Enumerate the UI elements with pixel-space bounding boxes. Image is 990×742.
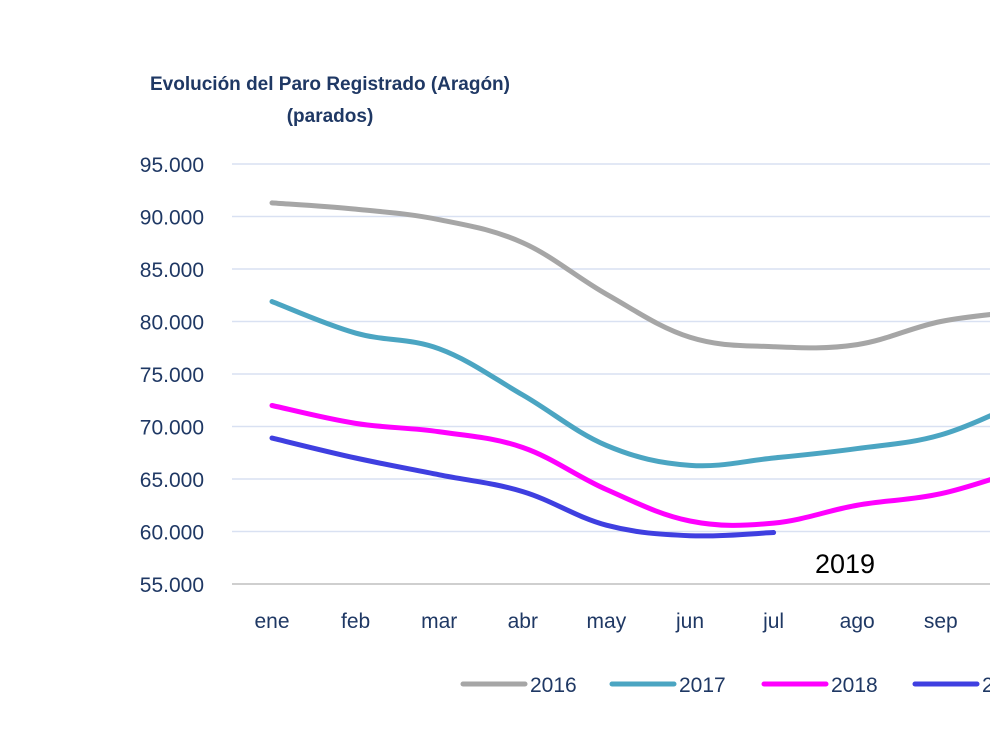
series-line-2017: [269, 299, 990, 469]
gridlines: [232, 163, 990, 585]
y-tick-label: 90.000: [140, 207, 204, 230]
x-tick-label: ago: [840, 610, 875, 633]
y-tick-label: 80.000: [140, 312, 204, 335]
series-lines: [269, 200, 990, 539]
y-tick-label: 55.000: [140, 574, 204, 597]
legend-label-2019: 2019: [982, 674, 990, 697]
x-tick-label: sep: [924, 610, 958, 633]
chart-title: Evolución del Paro Registrado (Aragón): [150, 74, 510, 95]
x-axis: enefebmarabrmayjunjulagosepoct: [254, 610, 958, 633]
y-tick-label: 70.000: [140, 417, 204, 440]
series-annotation: 2019: [815, 549, 875, 579]
x-tick-label: may: [587, 610, 627, 633]
legend-label-2017: 2017: [679, 674, 726, 697]
y-tick-label: 85.000: [140, 259, 204, 282]
x-tick-label: ene: [254, 610, 289, 633]
legend-label-2018: 2018: [831, 674, 878, 697]
y-tick-label: 75.000: [140, 364, 204, 387]
legend-label-2016: 2016: [530, 674, 577, 697]
chart-subtitle: (parados): [286, 106, 374, 127]
series-line-2019: [269, 435, 777, 539]
y-axis: 95.000 90.000 85.000 80.000 75.000 70.000 65.0…: [140, 154, 204, 597]
x-tick-label: jun: [675, 610, 704, 633]
y-tick-label: 60.000: [140, 522, 204, 545]
x-tick-label: abr: [508, 610, 538, 633]
x-tick-label: mar: [421, 610, 457, 633]
series-line-2016: [269, 200, 990, 351]
x-tick-label: jul: [762, 610, 784, 633]
legend: 2016 2017 2018 2019: [460, 674, 990, 697]
x-tick-label: feb: [341, 610, 370, 633]
y-tick-label: 95.000: [140, 154, 204, 177]
series-line-2018: [269, 403, 990, 528]
y-tick-label: 65.000: [140, 469, 204, 492]
